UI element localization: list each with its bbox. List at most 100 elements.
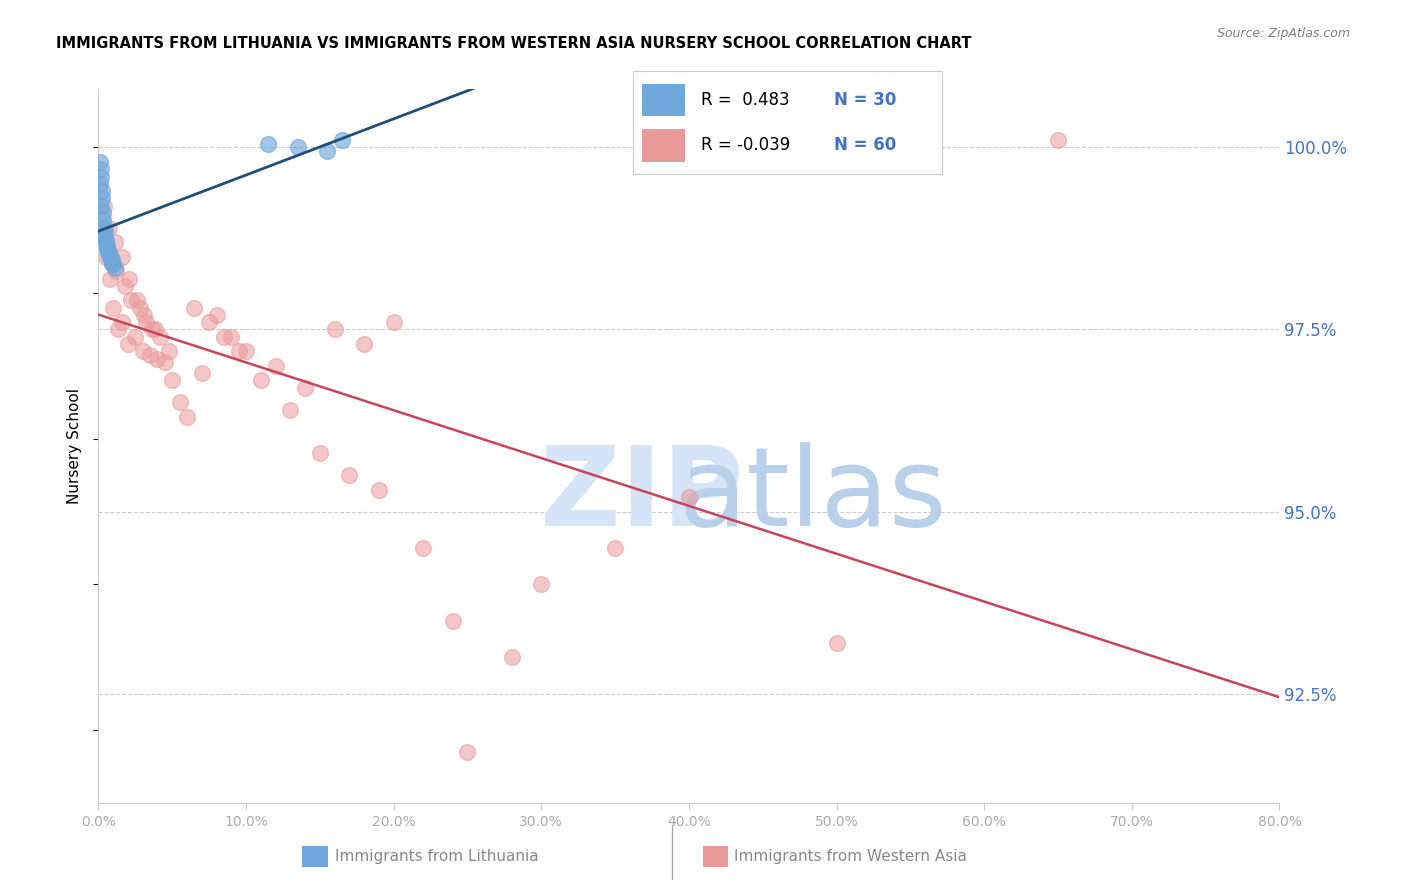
Point — [120, 293, 142, 308]
Point — [530, 577, 553, 591]
Text: ZIP: ZIP — [540, 442, 744, 549]
Point — [278, 402, 302, 417]
Point — [114, 278, 136, 293]
Point — [89, 177, 111, 191]
Point — [100, 253, 122, 268]
Point — [128, 301, 150, 315]
Point — [100, 251, 122, 265]
Point — [98, 250, 121, 264]
Text: Immigrants from Lithuania: Immigrants from Lithuania — [335, 849, 538, 863]
Text: R = -0.039: R = -0.039 — [700, 136, 790, 154]
Point — [91, 213, 114, 227]
Point — [105, 264, 128, 278]
Text: IMMIGRANTS FROM LITHUANIA VS IMMIGRANTS FROM WESTERN ASIA NURSERY SCHOOL CORRELA: IMMIGRANTS FROM LITHUANIA VS IMMIGRANTS … — [56, 36, 972, 51]
Point — [141, 322, 163, 336]
Point — [316, 144, 339, 158]
Point — [382, 315, 405, 329]
Point — [111, 250, 134, 264]
Point — [501, 650, 523, 665]
Point — [94, 235, 117, 249]
Point — [134, 308, 156, 322]
Point — [96, 243, 118, 257]
Point — [191, 366, 214, 380]
Point — [98, 271, 121, 285]
Point — [605, 541, 627, 555]
Point — [91, 227, 114, 242]
Point — [368, 483, 391, 497]
Point — [90, 199, 112, 213]
Point — [139, 348, 162, 362]
Point — [412, 541, 434, 555]
Point — [353, 337, 375, 351]
Point — [456, 745, 478, 759]
Point — [91, 206, 114, 220]
Point — [96, 243, 118, 257]
Point — [94, 234, 117, 248]
Point — [287, 140, 309, 154]
Point — [107, 322, 129, 336]
Point — [97, 246, 120, 260]
Point — [250, 374, 273, 388]
Point — [146, 351, 169, 366]
Y-axis label: Nursery School: Nursery School — [67, 388, 83, 504]
Bar — [643, 128, 685, 161]
Text: Immigrants from Western Asia: Immigrants from Western Asia — [734, 849, 967, 863]
Point — [149, 330, 172, 344]
Point — [89, 155, 111, 169]
Point — [93, 227, 115, 242]
Point — [132, 344, 155, 359]
Point — [135, 315, 157, 329]
Point — [339, 468, 360, 483]
Point — [117, 337, 139, 351]
Point — [153, 355, 176, 369]
Point — [212, 330, 235, 344]
Point — [94, 231, 117, 245]
Point — [104, 260, 127, 275]
Text: N = 30: N = 30 — [834, 91, 896, 109]
Text: atlas: atlas — [679, 442, 948, 549]
Point — [176, 409, 198, 424]
Point — [330, 133, 353, 147]
Point — [93, 224, 115, 238]
Point — [94, 250, 117, 264]
Point — [97, 244, 120, 258]
Point — [235, 344, 257, 359]
Point — [96, 239, 118, 253]
Point — [124, 330, 146, 344]
Bar — [643, 84, 685, 117]
Point — [93, 220, 115, 235]
Point — [264, 359, 287, 373]
Point — [157, 344, 180, 359]
Point — [309, 446, 332, 460]
Text: N = 60: N = 60 — [834, 136, 896, 154]
Point — [118, 271, 141, 285]
Point — [1046, 133, 1069, 147]
Point — [90, 184, 112, 198]
Point — [98, 248, 121, 262]
Point — [93, 199, 115, 213]
Point — [169, 395, 191, 409]
Point — [103, 257, 125, 271]
Point — [103, 301, 125, 315]
Point — [97, 220, 120, 235]
Point — [323, 322, 346, 336]
Point — [104, 235, 127, 249]
Text: R =  0.483: R = 0.483 — [700, 91, 789, 109]
Point — [162, 374, 183, 388]
Point — [91, 191, 114, 205]
Point — [228, 344, 250, 359]
Point — [143, 322, 166, 336]
Point — [205, 308, 228, 322]
Point — [183, 301, 205, 315]
Point — [111, 315, 134, 329]
Point — [441, 614, 464, 628]
Point — [125, 293, 148, 308]
Point — [221, 330, 243, 344]
Text: Source: ZipAtlas.com: Source: ZipAtlas.com — [1216, 27, 1350, 40]
Point — [100, 257, 122, 271]
Point — [101, 255, 124, 269]
Point — [678, 490, 700, 504]
Point — [90, 162, 112, 177]
Point — [198, 315, 221, 329]
Point — [257, 136, 280, 151]
